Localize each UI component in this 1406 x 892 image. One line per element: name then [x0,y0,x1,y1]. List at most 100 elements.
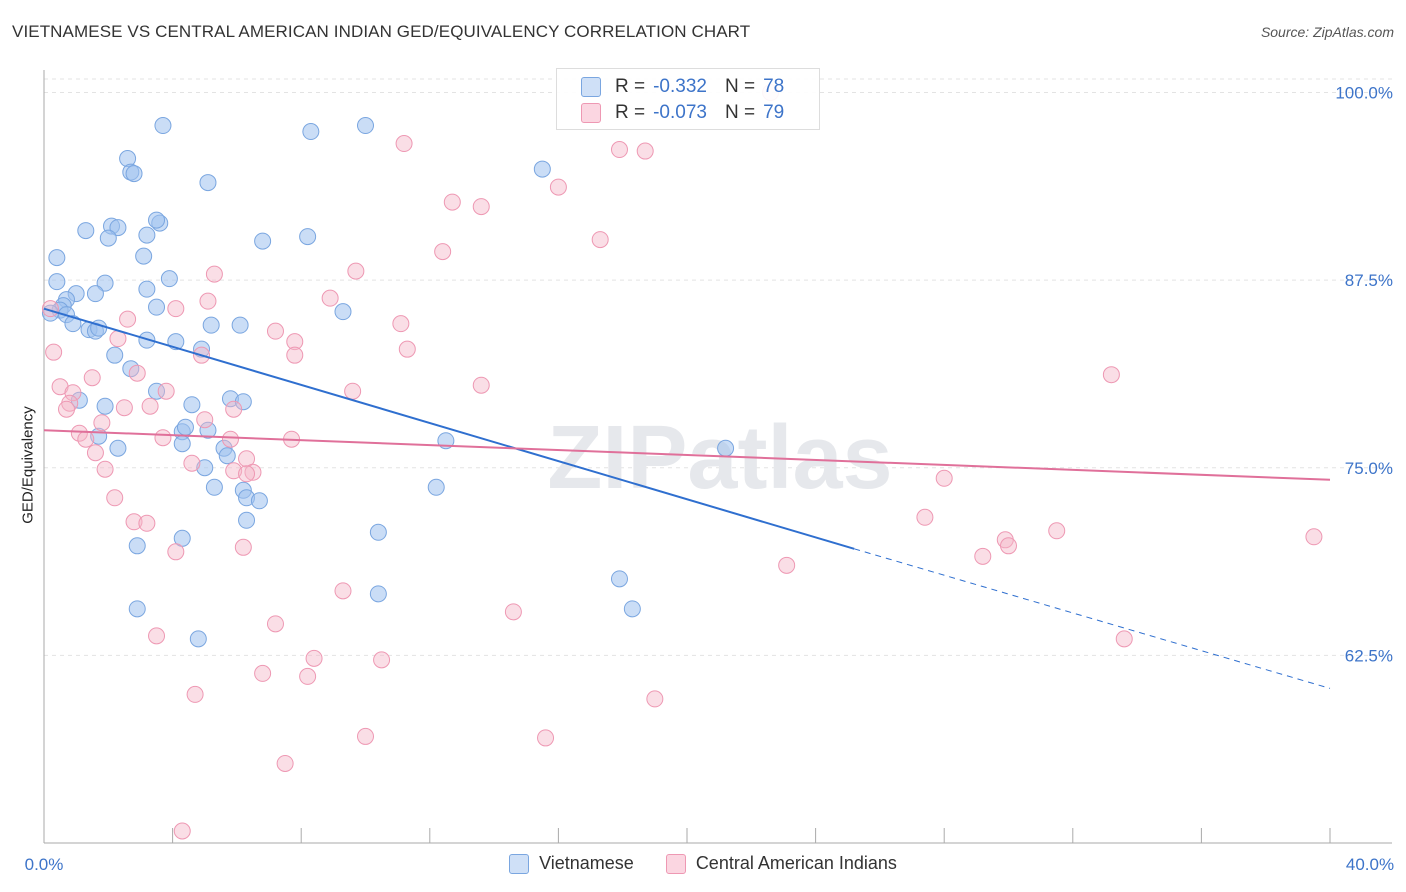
data-point [119,310,137,328]
data-point [183,396,201,414]
data-point [266,615,284,633]
data-point [186,685,204,703]
data-point [1102,366,1120,384]
data-point [45,343,63,361]
data-point [305,649,323,667]
trendline-central-american-indians [43,429,1331,481]
data-point [434,243,452,261]
data-point [504,603,522,621]
data-point [369,523,387,541]
data-point [138,514,156,532]
data-point [125,165,143,183]
legend-swatch-central-american-indians [665,853,686,874]
x-tick-label-min: 0.0% [25,855,64,874]
data-point [916,508,934,526]
data-point [286,333,304,351]
data-point [86,285,104,303]
data-point [157,382,175,400]
data-point [202,316,220,334]
legend-label-vietnamese: Vietnamese [539,853,634,873]
data-point [286,346,304,364]
data-point [128,600,146,618]
stats-swatch-central-american-indians [581,103,601,123]
legend-item-vietnamese[interactable]: Vietnamese [509,853,634,874]
data-point [717,439,735,457]
trendlines [43,307,1331,689]
data-point [244,463,262,481]
data-point [398,340,416,358]
data-point [935,469,953,487]
data-point [299,228,317,246]
stats-r-label: R = [615,102,646,123]
data-point [591,231,609,249]
data-point [238,511,256,529]
data-point [218,447,236,465]
data-point [250,492,268,510]
data-point [225,400,243,418]
data-point [176,418,194,436]
data-point [58,400,76,418]
data-point [148,211,166,229]
data-point [138,280,156,298]
data-point [167,543,185,561]
data-point [1305,528,1323,546]
data-point [135,247,153,265]
data-point [537,729,555,747]
data-point [231,316,249,334]
legend-label-central-american-indians: Central American Indians [695,853,897,873]
data-point [148,298,166,316]
data-point [427,478,445,496]
data-point [344,382,362,400]
data-point [183,454,201,472]
data-point [610,570,628,588]
data-point [443,193,461,211]
data-point [167,300,185,318]
data-point [302,123,320,141]
data-point [334,303,352,321]
trendline-vietnamese-extension [854,548,1331,689]
data-point [128,364,146,382]
data-point [86,444,104,462]
data-point [154,429,172,447]
stats-r-value: -0.332 [653,76,707,97]
data-point [154,117,172,135]
data-point [221,430,239,448]
data-point [199,421,217,439]
data-point [48,249,66,267]
data-point [266,322,284,340]
data-point [109,439,127,457]
data-point [1048,522,1066,540]
data-point [196,459,214,477]
stats-n-label: N = [724,102,756,123]
data-point [549,178,567,196]
data-point [238,465,256,483]
data-point [106,346,124,364]
data-point [234,538,252,556]
data-point [276,754,294,772]
data-point [205,265,223,283]
y-tick-label: 87.5% [1345,271,1393,290]
data-point [472,376,490,394]
data-point [148,627,166,645]
bottom-legend: Vietnamese Central American Indians [0,853,1406,874]
data-point [369,585,387,603]
y-tick-label: 75.0% [1345,459,1393,478]
data-point [254,232,272,250]
data-point [974,547,992,565]
data-point [299,667,317,685]
data-point [83,369,101,387]
data-point [205,478,223,496]
data-point [160,270,178,288]
x-tick-label-max: 40.0% [1346,855,1394,874]
legend-item-central-american-indians[interactable]: Central American Indians [665,853,897,874]
data-point [357,117,374,135]
data-point [321,289,339,307]
stats-r-label: R = [615,76,646,97]
data-point [1000,537,1017,555]
data-point [196,411,214,429]
data-point [199,292,217,310]
data-point [141,397,159,415]
data-point [254,664,272,682]
data-point [70,424,88,442]
gridlines [44,78,1392,656]
